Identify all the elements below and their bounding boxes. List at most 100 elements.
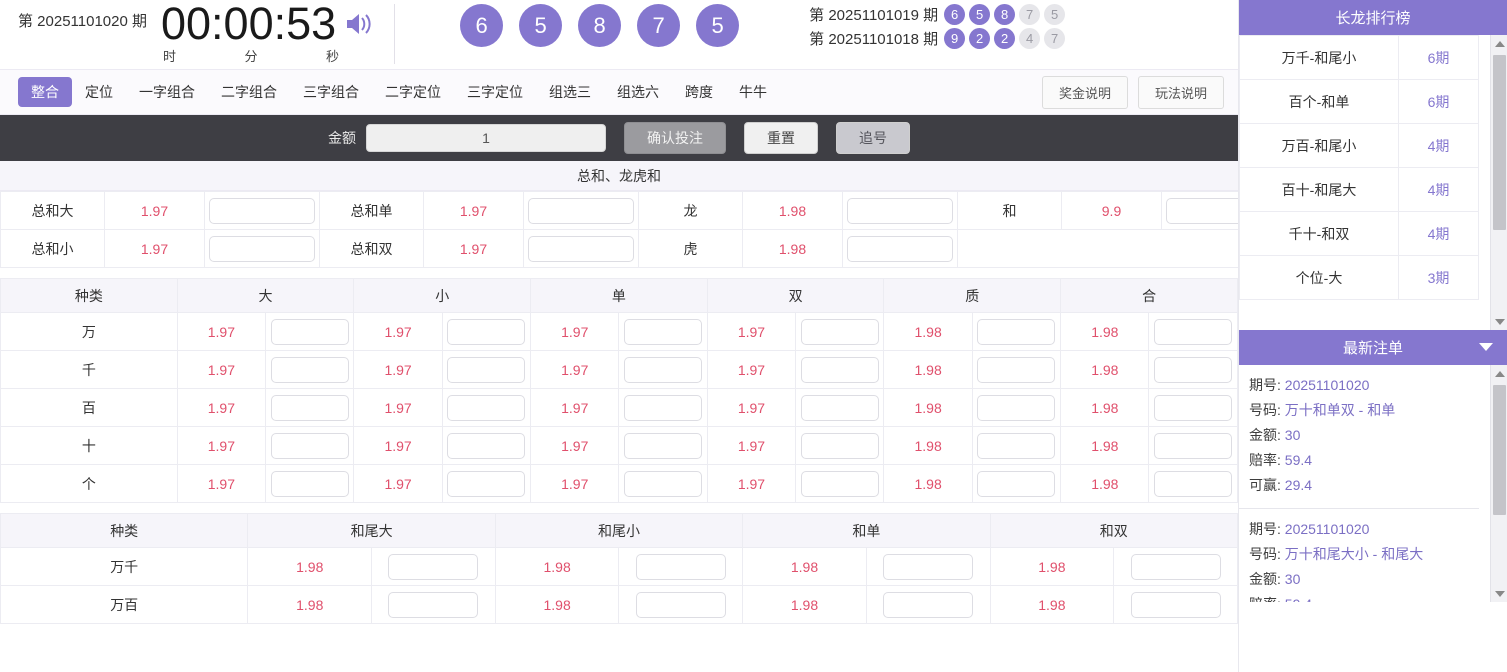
odds-cell[interactable]: 1.97 xyxy=(353,350,443,389)
rank-row[interactable]: 个位-大 3期 xyxy=(1239,255,1479,300)
tab-组选三[interactable]: 组选三 xyxy=(549,84,591,100)
odds-cell[interactable]: 1.97 xyxy=(706,464,797,503)
bet-amount-input[interactable] xyxy=(1154,318,1233,345)
tab-三字定位[interactable]: 三字定位 xyxy=(467,84,523,100)
odds-cell[interactable]: 1.98 xyxy=(742,585,867,624)
odds-cell[interactable]: 1.97 xyxy=(530,312,620,351)
odds-cell[interactable]: 1.98 xyxy=(883,426,973,465)
odds-cell[interactable]: 1.97 xyxy=(104,229,205,268)
bet-amount-input[interactable] xyxy=(1154,470,1233,497)
tab-跨度[interactable]: 跨度 xyxy=(685,84,713,100)
tab-三字组合[interactable]: 三字组合 xyxy=(303,84,359,100)
odds-cell[interactable]: 1.98 xyxy=(742,229,843,268)
tab-组选六[interactable]: 组选六 xyxy=(617,84,659,100)
bet-amount-input[interactable] xyxy=(800,470,879,497)
odds-cell[interactable]: 1.98 xyxy=(883,388,973,427)
rank-row[interactable]: 百个-和单 6期 xyxy=(1239,79,1479,124)
bet-amount-input[interactable] xyxy=(447,318,526,345)
bet-amount-input[interactable] xyxy=(528,235,634,262)
odds-cell[interactable]: 1.97 xyxy=(530,464,620,503)
chevron-down-icon[interactable] xyxy=(1479,343,1493,351)
odds-cell[interactable]: 1.98 xyxy=(989,585,1115,624)
bet-amount-input[interactable] xyxy=(977,356,1056,383)
bet-amount-input[interactable] xyxy=(270,356,349,383)
bet-amount-input[interactable] xyxy=(1130,553,1221,580)
odds-cell[interactable]: 1.98 xyxy=(883,312,973,351)
odds-cell[interactable]: 1.97 xyxy=(530,388,620,427)
confirm-bet-button[interactable]: 确认投注 xyxy=(624,122,726,154)
odds-cell[interactable]: 1.97 xyxy=(706,350,797,389)
bet-amount-input[interactable] xyxy=(624,318,703,345)
tab-牛牛[interactable]: 牛牛 xyxy=(739,84,767,100)
odds-cell[interactable]: 1.97 xyxy=(423,229,524,268)
bet-amount-input[interactable] xyxy=(270,432,349,459)
rank-row[interactable]: 万千-和尾小 6期 xyxy=(1239,35,1479,80)
odds-cell[interactable]: 9.9 xyxy=(1061,191,1162,230)
bet-amount-input[interactable] xyxy=(847,197,953,224)
odds-cell[interactable]: 1.97 xyxy=(353,312,443,351)
odds-cell[interactable]: 1.98 xyxy=(247,547,373,586)
bet-amount-input[interactable] xyxy=(388,591,479,618)
rank-row[interactable]: 千十-和双 4期 xyxy=(1239,211,1479,256)
tab-整合[interactable]: 整合 xyxy=(18,77,72,107)
odds-cell[interactable]: 1.98 xyxy=(883,350,973,389)
odds-cell[interactable]: 1.98 xyxy=(989,547,1115,586)
orders-scroll-down-icon[interactable] xyxy=(1491,585,1507,602)
rules-help-button[interactable]: 玩法说明 xyxy=(1137,75,1224,109)
odds-cell[interactable]: 1.98 xyxy=(494,547,620,586)
tab-二字组合[interactable]: 二字组合 xyxy=(221,84,277,100)
odds-cell[interactable]: 1.98 xyxy=(1060,388,1150,427)
bet-amount-input[interactable] xyxy=(977,432,1056,459)
bet-amount-input[interactable] xyxy=(800,356,879,383)
bet-amount-input[interactable] xyxy=(447,432,526,459)
orders-panel-header[interactable]: 最新注单 xyxy=(1239,330,1507,365)
bet-amount-input[interactable] xyxy=(977,394,1056,421)
rank-scroll-thumb[interactable] xyxy=(1493,55,1506,230)
bet-amount-input[interactable] xyxy=(447,470,526,497)
volume-icon[interactable] xyxy=(344,11,374,42)
odds-cell[interactable]: 1.98 xyxy=(1060,350,1150,389)
bet-amount-input[interactable] xyxy=(977,318,1056,345)
odds-cell[interactable]: 1.98 xyxy=(742,547,867,586)
odds-cell[interactable]: 1.97 xyxy=(706,426,797,465)
bet-amount-input[interactable] xyxy=(635,553,726,580)
odds-cell[interactable]: 1.97 xyxy=(176,350,267,389)
bet-amount-input[interactable] xyxy=(883,553,974,580)
odds-cell[interactable]: 1.97 xyxy=(176,464,267,503)
odds-cell[interactable]: 1.97 xyxy=(176,388,267,427)
odds-cell[interactable]: 1.97 xyxy=(706,312,797,351)
odds-cell[interactable]: 1.97 xyxy=(176,426,267,465)
odds-cell[interactable]: 1.98 xyxy=(742,191,843,230)
rank-row[interactable]: 百十-和尾大 4期 xyxy=(1239,167,1479,212)
bet-amount-input[interactable] xyxy=(270,394,349,421)
bet-amount-input[interactable] xyxy=(1154,356,1233,383)
bet-amount-input[interactable] xyxy=(977,470,1056,497)
bet-amount-input[interactable] xyxy=(624,394,703,421)
rank-scrollbar[interactable] xyxy=(1490,35,1507,330)
bet-amount-input[interactable] xyxy=(624,432,703,459)
odds-cell[interactable]: 1.97 xyxy=(353,464,443,503)
tab-定位[interactable]: 定位 xyxy=(85,84,113,100)
reset-button[interactable]: 重置 xyxy=(744,122,818,154)
scroll-up-icon[interactable] xyxy=(1491,35,1507,52)
bet-amount-input[interactable] xyxy=(447,356,526,383)
bet-amount-input[interactable] xyxy=(800,432,879,459)
tab-二字定位[interactable]: 二字定位 xyxy=(385,84,441,100)
odds-cell[interactable]: 1.98 xyxy=(494,585,620,624)
orders-scroll-thumb[interactable] xyxy=(1493,385,1506,515)
amount-input[interactable] xyxy=(366,124,606,152)
prize-help-button[interactable]: 奖金说明 xyxy=(1041,75,1128,109)
odds-cell[interactable]: 1.98 xyxy=(1060,426,1150,465)
odds-cell[interactable]: 1.97 xyxy=(353,426,443,465)
bet-amount-input[interactable] xyxy=(447,394,526,421)
odds-cell[interactable]: 1.98 xyxy=(247,585,373,624)
odds-cell[interactable]: 1.97 xyxy=(530,426,620,465)
bet-amount-input[interactable] xyxy=(800,394,879,421)
orders-scrollbar[interactable] xyxy=(1490,365,1507,602)
chase-number-button[interactable]: 追号 xyxy=(836,122,910,154)
bet-amount-input[interactable] xyxy=(635,591,726,618)
odds-cell[interactable]: 1.97 xyxy=(353,388,443,427)
bet-amount-input[interactable] xyxy=(1154,394,1233,421)
bet-amount-input[interactable] xyxy=(1130,591,1221,618)
tab-一字组合[interactable]: 一字组合 xyxy=(139,84,195,100)
